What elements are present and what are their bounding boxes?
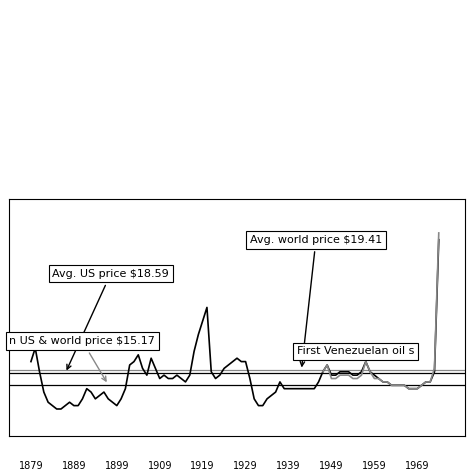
Text: 1899: 1899 (105, 462, 129, 472)
Text: Avg. US price $18.59: Avg. US price $18.59 (53, 269, 169, 369)
Text: 1929: 1929 (233, 462, 258, 472)
Text: 1949: 1949 (319, 462, 344, 472)
Text: n US & world price $15.17: n US & world price $15.17 (9, 336, 155, 381)
Text: 1879: 1879 (18, 462, 43, 472)
Text: 1959: 1959 (362, 462, 387, 472)
Text: 1919: 1919 (191, 462, 215, 472)
Text: First Venezuelan oil s: First Venezuelan oil s (297, 346, 414, 356)
Text: 1939: 1939 (276, 462, 301, 472)
Text: 1969: 1969 (405, 462, 429, 472)
Text: 1889: 1889 (62, 462, 86, 472)
Text: 1909: 1909 (147, 462, 172, 472)
Text: Avg. world price $19.41: Avg. world price $19.41 (250, 235, 382, 366)
